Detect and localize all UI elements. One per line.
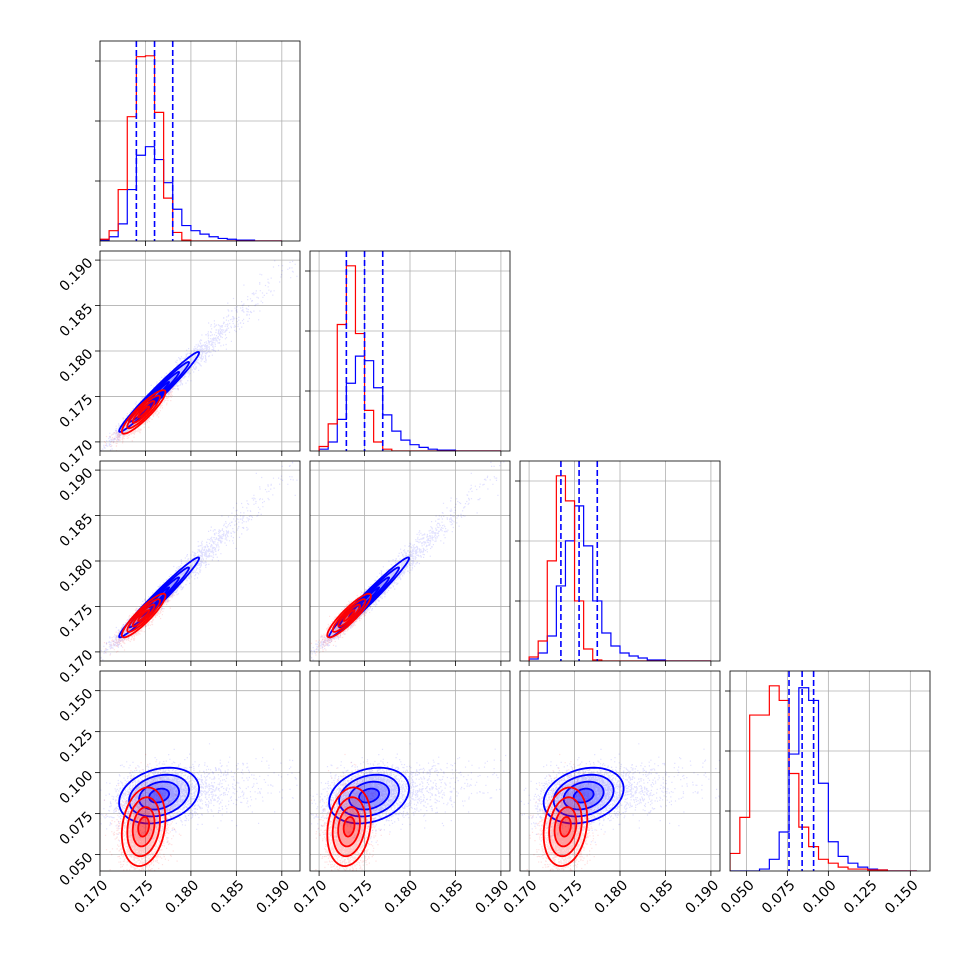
hist-group [528,461,711,661]
scatter-points [526,753,605,871]
x-tick-label: 0.125 [841,877,881,917]
x-tick-label: 0.190 [683,877,723,917]
contour-level [328,766,411,825]
histogram-series_a [528,505,711,661]
contour-level [126,394,161,430]
panel-frame [99,670,301,872]
x-tick-label: 0.185 [637,877,677,917]
x-tick-label: 0.050 [718,877,758,917]
scatter-group [100,743,300,871]
x-tick-label: 0.180 [592,877,632,917]
contour-level [559,815,572,838]
contour-level [553,806,578,848]
y-tick-label: 0.050 [57,850,97,890]
y-tick-label: 0.180 [57,556,97,596]
contour-level [331,598,367,633]
x-tick-label: 0.100 [800,877,840,917]
x-tick-label: 0.175 [546,877,586,917]
y-tick-label: 0.075 [57,809,97,849]
contour-level [542,766,625,825]
scatter-group [520,743,720,871]
x-tick-label: 0.150 [882,877,922,917]
scatter-group [310,461,505,661]
histogram-series_a [318,355,501,451]
scatter-cloud [310,753,391,871]
histogram-series_b [730,685,917,871]
x-tick-label: 0.175 [336,877,376,917]
hist-group [730,671,917,871]
contour-level [342,815,356,838]
hist-group [100,41,282,241]
hist-group [318,251,501,451]
x-tick-label: 0.185 [427,877,467,917]
scatter-group [100,461,300,661]
y-tick-label: 0.125 [57,727,97,767]
histogram-series_b [100,55,282,241]
contour-level [326,786,372,868]
contour-level [342,609,356,622]
contour-level [131,806,156,848]
histogram-series_b [528,475,711,661]
contour-level [337,806,361,848]
contour-level [120,592,167,639]
contour-level [137,405,150,419]
contour-level [118,556,201,639]
y-tick-label: 0.170 [57,647,97,687]
histogram-series_a [100,146,282,241]
y-tick-label: 0.180 [57,346,97,386]
y-tick-label: 0.185 [57,301,97,341]
x-tick-label: 0.180 [382,877,422,917]
contour-level [326,592,372,639]
x-tick-label: 0.185 [208,877,248,917]
y-tick-label: 0.175 [57,392,97,432]
x-tick-label: 0.075 [759,877,799,917]
y-tick-label: 0.100 [57,768,97,808]
contour-level [542,786,589,868]
y-tick-label: 0.175 [57,602,97,642]
scatter-cloud [526,753,605,871]
panel-frame [99,40,301,242]
x-tick-label: 0.190 [253,877,293,917]
y-tick-label: 0.190 [57,255,97,295]
x-tick-label: 0.170 [72,877,112,917]
x-tick-label: 0.180 [163,877,203,917]
contour-level [137,609,150,622]
panel-frame [729,670,931,872]
scatter-group [100,257,300,451]
y-tick-label: 0.150 [57,686,97,726]
contour-level [118,350,201,433]
scatter-points [310,753,391,871]
contour-level [120,786,167,868]
y-tick-label: 0.185 [57,511,97,551]
contour-level [137,815,150,838]
x-tick-label: 0.170 [291,877,331,917]
scatter-group [310,743,507,871]
x-tick-label: 0.175 [117,877,157,917]
contour-level [126,598,161,633]
contour-level [120,389,167,435]
